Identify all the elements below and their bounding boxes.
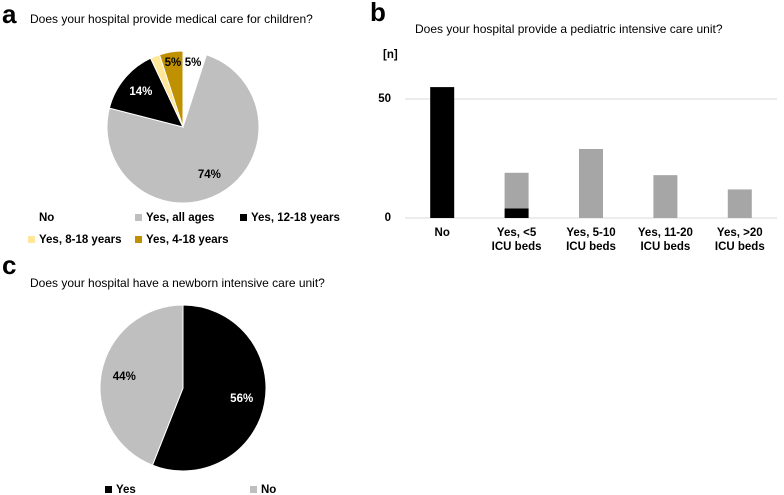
slice-label: 56% [230,393,253,405]
legend-label: Yes, all ages [146,212,214,224]
bar [504,208,529,218]
x-tick-label-line: Yes, 5-10 [566,227,615,239]
slice-label: 5% [165,57,182,69]
x-tick-label: Yes, >20 ICU beds [715,227,765,253]
bar [430,87,455,218]
x-tick-label-line: ICU beds [640,241,690,253]
panel-label: b [370,0,386,27]
chart-title: Does your hospital have a newborn intens… [30,276,325,290]
pie-slice [158,50,184,128]
x-tick-label-line: Yes, >20 [717,227,763,239]
x-tick-label-line: ICU beds [566,241,616,253]
legend-label: Yes, 4-18 years [146,234,229,246]
legend-label: Yes [116,484,136,495]
legend-swatch [105,486,112,493]
slice-label: 44% [113,371,136,383]
legend-swatch [28,236,35,243]
panel-label: c [2,250,16,280]
y-axis-label: [n] [383,49,398,61]
x-tick-label: Yes, 11-20 ICU beds [638,227,693,253]
legend-swatch [240,214,247,221]
pie-slice [151,304,267,472]
x-tick-label: Yes, <5 ICU beds [492,227,542,253]
legend-label: Yes, 12-18 years [251,212,340,224]
x-tick-label-line: Yes, <5 [497,227,537,239]
pie-slice [108,57,184,128]
legend-swatch [135,214,142,221]
x-tick-label: No [435,227,450,239]
legend-label: No [39,212,54,224]
x-tick-label: Yes, 5-10 ICU beds [566,227,616,253]
chart-title: Does your hospital provide a pediatric i… [415,22,723,36]
legend-swatch [135,236,142,243]
x-tick-label-line: Yes, 11-20 [638,227,693,239]
y-tick-label: 50 [378,93,391,105]
slice-label: 74% [198,169,221,181]
panel-label: a [2,0,17,29]
bar [504,172,529,209]
chart-title: Does your hospital provide medical care … [30,12,313,26]
bar [579,148,603,218]
x-tick-label-line: ICU beds [715,241,765,253]
slice-label: 5% [185,57,202,69]
pie-slice [106,54,260,204]
bar [653,175,678,218]
x-tick-label-line: ICU beds [492,241,542,253]
legend-label: No [261,484,276,495]
y-tick-label: 0 [385,212,391,224]
legend-label: Yes, 8-18 years [39,234,122,246]
slice-label: 14% [129,86,152,98]
bar [727,189,752,218]
legend-swatch [250,486,257,493]
legend-swatch [28,214,35,221]
pie-slice [99,304,184,466]
